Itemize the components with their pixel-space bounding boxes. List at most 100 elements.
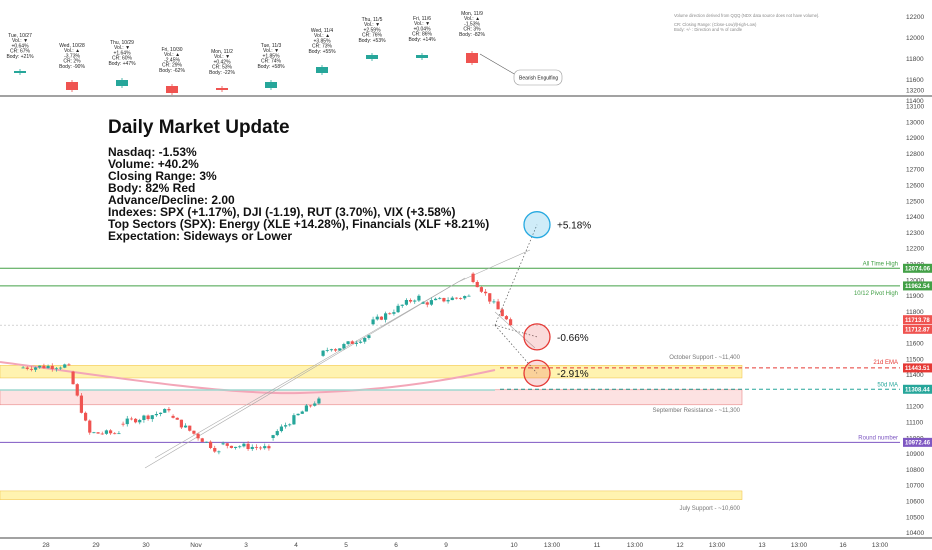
- summary-day: Tue, 11/3: [261, 43, 282, 49]
- zone-label: October Support - ~11,400: [669, 355, 740, 361]
- candle-body: [313, 403, 317, 406]
- summary-day: Wed, 11/4: [311, 28, 334, 34]
- x-tick-label: 29: [92, 542, 100, 549]
- candle-body: [25, 367, 29, 369]
- upper-price-axis: 1140011600118001200012200124001260012800…: [906, 14, 924, 105]
- candle-body: [442, 297, 446, 302]
- candle-body: [454, 297, 459, 299]
- last-price-badge-bg: [903, 315, 932, 325]
- x-tick-label: 13:00: [627, 542, 644, 549]
- candle-body: [250, 446, 254, 450]
- x-tick-label: 13:00: [544, 542, 561, 549]
- candle-body: [271, 435, 275, 438]
- x-tick-label: 10: [510, 542, 518, 549]
- candle-body: [450, 297, 454, 301]
- candle-body: [188, 425, 192, 431]
- projection-path: [494, 224, 538, 326]
- candle-body: [263, 446, 267, 449]
- y-tick-label: 12700: [906, 167, 924, 174]
- y-tick-label: 11500: [906, 356, 924, 363]
- moving-average-curves: [0, 361, 496, 395]
- candle-body: [221, 443, 225, 445]
- summary-candle-body: [316, 67, 328, 73]
- projection-path: [494, 324, 538, 338]
- x-tick-label: 4: [294, 542, 298, 549]
- candle-body: [138, 419, 142, 423]
- level-badge-bg: [903, 363, 932, 373]
- x-tick-label: 13: [758, 542, 766, 549]
- candle-body: [67, 364, 71, 366]
- candle-body: [367, 335, 371, 338]
- summary-chg: -2.45%: [164, 57, 180, 63]
- y-tick-label: 12000: [906, 277, 924, 284]
- candle-body: [375, 316, 379, 320]
- candle-body: [400, 304, 404, 306]
- summary-chg: +1.85%: [262, 53, 280, 59]
- candle-body: [446, 300, 450, 302]
- summary-candle-body: [216, 88, 228, 90]
- x-tick-label: Nov: [190, 542, 202, 549]
- summary-cr: CR: 2%: [63, 59, 81, 65]
- projection-label: -0.66%: [557, 333, 589, 344]
- candle-body: [488, 293, 492, 302]
- projection-circle: [523, 323, 551, 351]
- summary-day: Fri, 10/30: [161, 47, 182, 53]
- price-axis-badges: 12074.06 11962.54 11443.51 11308.44 10972.46…: [903, 263, 932, 447]
- candle-body: [96, 432, 100, 434]
- candle-body: [229, 445, 234, 448]
- summary-body: Body: +14%: [408, 37, 436, 43]
- candle-body: [433, 298, 438, 301]
- update-advance-decline: Advance/Decline: 2.00: [108, 193, 235, 207]
- level-label: 10/12 Pivot High: [854, 291, 898, 297]
- candle-body: [275, 431, 279, 436]
- candle-body: [421, 302, 425, 304]
- zone-band: [0, 490, 743, 500]
- candle-body: [350, 341, 354, 344]
- projection-label: -2.91%: [557, 369, 589, 380]
- summary-candle-body: [366, 55, 378, 59]
- candle-body: [325, 350, 329, 352]
- projection-circle: [523, 211, 551, 239]
- update-closing-range: Closing Range: 3%: [108, 169, 217, 183]
- level-label: 21d EMA: [873, 360, 898, 366]
- y-tick-label: 12900: [906, 135, 924, 142]
- x-tick-label: 13:00: [791, 542, 808, 549]
- y-tick-label: 12800: [906, 151, 924, 158]
- candle-body: [300, 411, 304, 414]
- summary-vol: Vol.: ▲: [64, 48, 80, 54]
- y-tick-label: 11400: [906, 372, 924, 379]
- candle-body: [292, 415, 296, 425]
- candle-body: [500, 309, 504, 317]
- candle-body: [483, 291, 488, 294]
- summary-cr: CR: 86%: [412, 32, 433, 38]
- summary-cr: CR: 76%: [362, 33, 383, 39]
- summary-vol: Vol.: ▼: [12, 38, 28, 44]
- level-badge-bg: [903, 281, 932, 291]
- x-tick-label: 11: [594, 542, 601, 549]
- summary-vol: Vol.: ▲: [464, 16, 480, 22]
- candle-body: [183, 425, 188, 428]
- projection-circle: [523, 359, 551, 387]
- zone-band: [0, 389, 743, 406]
- candle-body: [33, 367, 38, 370]
- y-tick-label: 11900: [906, 293, 924, 300]
- closing-range-note: CR: Closing Range: (Close-Low)/(High-Low…: [674, 22, 757, 27]
- summary-vol: Vol.: ▼: [214, 54, 230, 60]
- candle-body: [479, 287, 484, 292]
- level-badge: 10972.46: [905, 441, 931, 447]
- zone-label: September Resistance - ~11,300: [653, 408, 741, 414]
- summary-day: Fri, 11/6: [413, 16, 431, 22]
- candle-body: [413, 300, 417, 302]
- market-update-text: Daily Market Update Nasdaq: -1.53% Volum…: [108, 117, 489, 243]
- level-badge: 11308.44: [905, 387, 930, 393]
- candle-body: [117, 433, 121, 435]
- candle-body: [46, 365, 50, 369]
- candle-body: [363, 337, 367, 342]
- candle-body: [438, 297, 442, 299]
- candle-body: [425, 302, 429, 305]
- x-tick-label: 30: [142, 542, 150, 549]
- candle-body: [29, 368, 34, 370]
